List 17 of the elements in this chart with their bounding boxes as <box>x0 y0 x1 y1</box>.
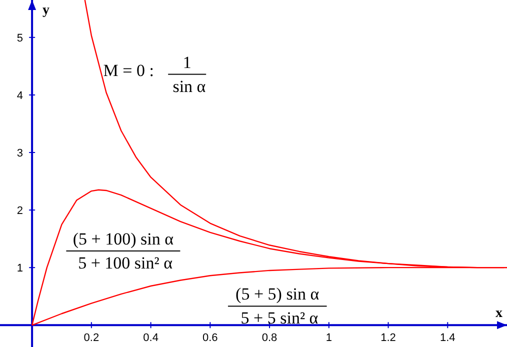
y-tick-label: 2 <box>16 205 24 218</box>
x-tick-label: 0.4 <box>143 332 158 344</box>
y-axis-title: y <box>42 3 50 18</box>
y-tick-label: 4 <box>16 90 24 102</box>
x-tick-label: 1.4 <box>440 332 456 344</box>
y-tick-label: 5 <box>16 32 24 44</box>
y-tick-label: 1 <box>16 262 24 275</box>
series-label: (5 + 5) sin α 5 + 5 sin² α <box>236 284 320 328</box>
series-label: (5 + 100) sin α 5 + 100 sin² α <box>72 229 174 272</box>
y-tick-label: 3 <box>16 147 24 160</box>
text: M = 0 : 1 sin α <box>103 52 206 96</box>
x-tick-label: 0.8 <box>262 332 278 344</box>
x-tick-label: 0.6 <box>202 332 218 344</box>
x-tick-label: 1.2 <box>380 332 396 344</box>
x-tick-label: 0.2 <box>84 332 100 344</box>
x-axis-title: x <box>496 306 502 322</box>
x-tick-label: 1 <box>326 332 332 344</box>
